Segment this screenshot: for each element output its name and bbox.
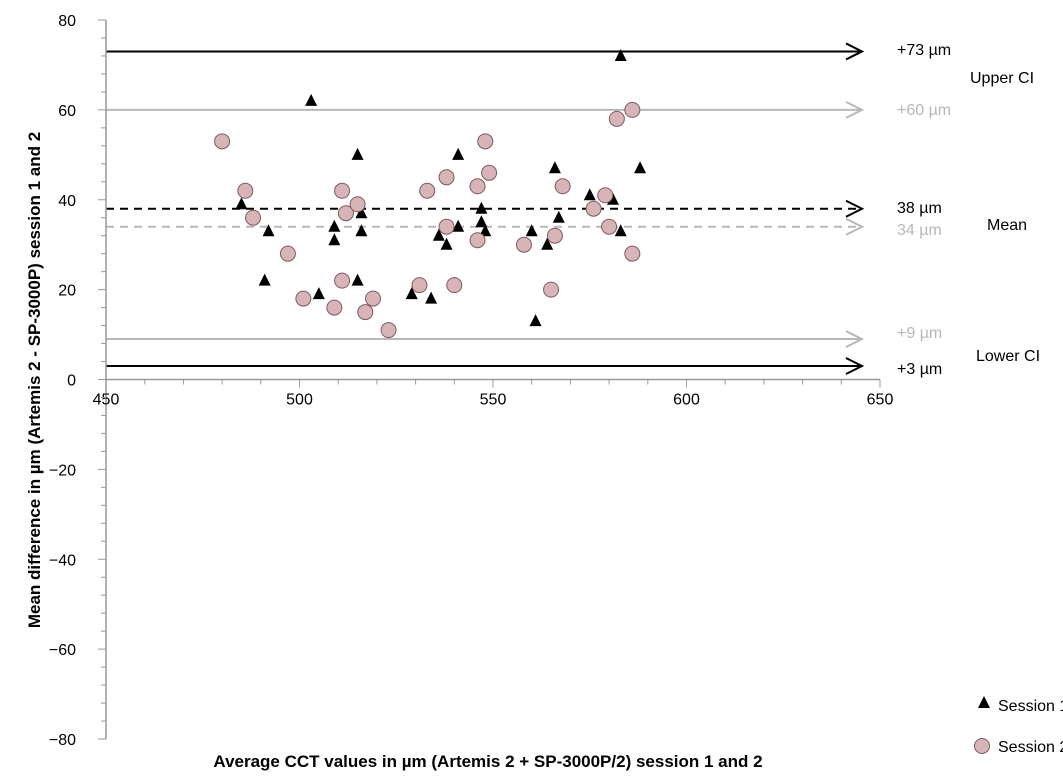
session-2-point [334,272,351,289]
y-tick-label: 20 [58,283,76,300]
session-2-point [601,218,618,235]
session-1-point [552,210,565,223]
session-1-point [262,224,275,237]
session-1-point [355,206,368,219]
session-1-point [541,237,554,250]
reference-line-label: +3 µm [897,361,942,378]
session-1-point [614,48,627,61]
session-2-point [481,164,498,181]
y-tick-label: 60 [58,103,76,120]
upper-group-label: Upper CI [970,70,1034,87]
session-2-point [237,182,254,199]
session-2-point [543,281,560,298]
x-tick-label: 450 [93,392,120,409]
x-tick-label: 650 [867,392,894,409]
session-2-point [279,245,296,262]
reference-line-label: 34 µm [897,222,942,239]
session-1-point [525,224,538,237]
session-1-point [432,228,445,241]
legend-session-1-label: Session 1 [998,698,1063,715]
session-2-point [357,304,374,321]
session-2-point [446,277,463,294]
y-tick-label: −20 [49,462,76,479]
session-1-point [328,233,341,246]
y-tick-label: −60 [49,642,76,659]
session-2-point [624,101,641,118]
y-axis-title: Mean difference in µm (Artemis 2 - SP-30… [25,132,44,628]
legend-session-2-marker [974,738,990,754]
session-2-point [411,277,428,294]
annotations: +73 µm +60 µm 38 µm 34 µm +9 µm +3 µm Upper CI… [897,42,1040,378]
session-1-point [548,161,561,174]
y-tick-label: 0 [67,373,76,390]
session-1-point [583,188,596,201]
session-1-point [351,147,364,160]
legend-session-2-label: Session 2 [998,739,1063,756]
session-1-point [355,224,368,237]
x-tick-label: 600 [673,392,700,409]
y-tick-label: −40 [49,552,76,569]
session-1-point [614,224,627,237]
session-2-point [438,218,455,235]
session-2-point [597,187,614,204]
session-1-point [452,219,465,232]
reference-line-label: +73 µm [897,42,951,59]
x-tick-label: 550 [480,392,507,409]
session-2-point [608,110,625,127]
session-1-point [405,287,418,300]
reference-line-label: +9 µm [897,325,942,342]
session-1-point [328,219,341,232]
session-2-point [380,322,397,339]
session-2-point [624,245,641,262]
legend: Session 1 Session 2 [974,696,1063,756]
session-2-point [326,299,343,316]
session-2-point [349,196,366,213]
session-2-point [438,169,455,186]
session-2-point [214,133,231,150]
session-1-point [235,197,248,210]
y-tick-label: −80 [49,732,76,749]
legend-session-1-marker [978,696,990,708]
session-1-point [440,237,453,250]
reference-line-label: +60 µm [897,102,951,119]
session-2-point [334,182,351,199]
session-2-point [554,178,571,195]
session-2-point [469,178,486,195]
session-1-point [305,93,318,106]
session-2-point [477,133,494,150]
y-tick-label: 40 [58,193,76,210]
session-2-point [469,232,486,249]
session-1-point [475,215,488,228]
session-1-point [479,224,492,237]
data-points [214,48,647,339]
session-1-point [258,273,271,286]
session-1-point [606,192,619,205]
y-tick-label: 80 [58,13,76,30]
session-1-point [312,287,325,300]
session-1-point [529,314,542,327]
axes: 450 500 550 600 650 80 60 40 20 0 −20 −40 −60 −80 Aver… [25,13,893,771]
session-2-point [245,209,262,226]
reference-line-label: 38 µm [897,200,942,217]
session-1-point [425,291,438,304]
session-2-point [337,205,354,222]
session-2-point [515,236,532,253]
x-tick-label: 500 [286,392,313,409]
session-1-point [351,273,364,286]
session-2-point [295,290,312,307]
session-2-point [585,200,602,217]
session-2-point [546,227,563,244]
session-2-point [419,182,436,199]
session-1-point [634,161,647,174]
session-2-point [365,290,382,307]
session-1-point [452,147,465,160]
session-1-point [475,201,488,214]
mean-group-label: Mean [987,217,1027,234]
x-axis-title: Average CCT values in µm (Artemis 2 + SP… [213,752,762,771]
lower-group-label: Lower CI [976,348,1040,365]
